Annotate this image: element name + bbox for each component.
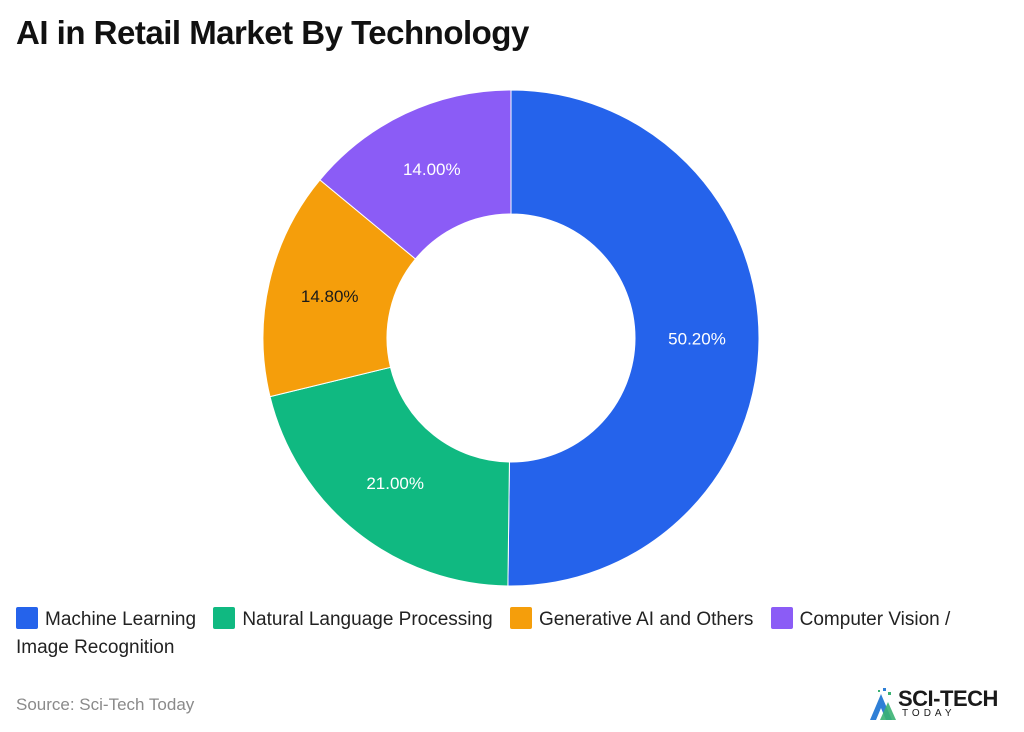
donut-chart: 50.20% 21.00% 14.80% 14.00% bbox=[262, 89, 760, 587]
slice-label: 50.20% bbox=[668, 330, 726, 349]
legend-item-machine-learning: Machine Learning bbox=[16, 607, 201, 630]
slice-label: 21.00% bbox=[366, 474, 424, 493]
chart-title: AI in Retail Market By Technology bbox=[16, 14, 529, 51]
chart-legend: Machine Learning Natural Language Proces… bbox=[16, 606, 1006, 662]
donut-slice bbox=[262, 179, 417, 398]
legend-label: Generative AI and Others bbox=[538, 609, 754, 630]
logo-mark-icon bbox=[870, 688, 896, 720]
legend-swatch bbox=[16, 607, 38, 629]
legend-label: Computer Vision / Image Recognition bbox=[16, 609, 951, 658]
slice-label: 14.80% bbox=[301, 287, 359, 306]
legend-swatch bbox=[509, 607, 532, 629]
legend-item-nlp: Natural Language Processing bbox=[213, 607, 498, 630]
logo-subtext: TODAY bbox=[902, 708, 956, 719]
source-note: Source: Sci-Tech Today bbox=[16, 695, 195, 714]
donut-slice bbox=[319, 89, 512, 260]
donut-slice bbox=[507, 89, 760, 587]
donut-slice bbox=[269, 366, 510, 587]
legend-swatch bbox=[770, 607, 793, 629]
slice-label: 14.00% bbox=[403, 160, 461, 179]
legend-label: Machine Learning bbox=[45, 609, 197, 630]
legend-item-computer-vision: Computer Vision / Image Recognition bbox=[16, 607, 951, 658]
logo-text: SCI-TECH bbox=[898, 686, 998, 711]
sci-tech-logo: SCI-TECH TODAY bbox=[866, 686, 1011, 722]
legend-label: Natural Language Processing bbox=[242, 609, 493, 630]
legend-item-generative-ai: Generative AI and Others bbox=[509, 607, 759, 630]
legend-swatch bbox=[213, 607, 236, 629]
